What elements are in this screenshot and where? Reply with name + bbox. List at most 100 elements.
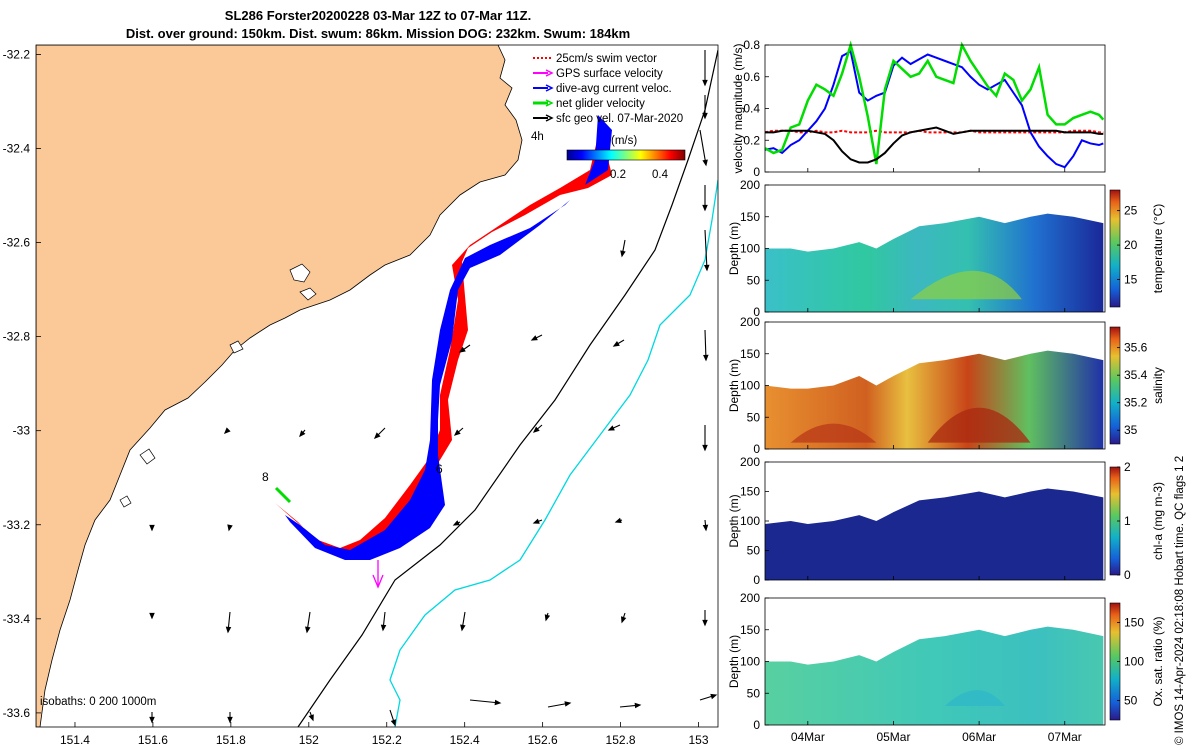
sfc-arrow-head (305, 626, 311, 634)
colorbar-tick-label: 150 (1124, 616, 1144, 630)
panel-1: 0 50 100 150 200 Depth (m) 15 20 25 temperature (… (727, 178, 1165, 319)
depth-tick-label: 100 (740, 514, 760, 528)
map-y-tick-label: -32.8 (3, 330, 31, 344)
colorbar-tick-label: 50 (1124, 694, 1138, 708)
sfc-arrow-head (390, 719, 397, 727)
map-x-tick-label: 151.6 (138, 733, 168, 747)
title-line-1: SL286 Forster20200228 03-Mar 12Z to 07-M… (225, 8, 531, 23)
map-panel: 6 8 25cm/s swim vector GPS surface veloci… (3, 44, 719, 747)
depth-tick-label: 200 (740, 178, 760, 192)
depth-tick-label: 0 (753, 305, 760, 319)
map-x-tick-label: 152.2 (372, 733, 402, 747)
sfc-arrow-head (227, 524, 233, 532)
sfc-arrow-head (149, 524, 155, 532)
date-tick-label: 04Mar (791, 730, 825, 744)
sfc-arrow-head (149, 612, 155, 620)
panel-frame (764, 461, 1106, 581)
legend-label: net glider velocity (556, 98, 645, 110)
vel-y-tick-label: 0.8 (743, 38, 760, 52)
map-x-ticks: 151.4 151.6 151.8 152 152.2 152.4 152.6 152.8 15… (60, 722, 709, 747)
speed-colorbar-unit: (m/s) (611, 135, 637, 147)
legend-swatch-head (545, 99, 554, 107)
map-x-tick-label: 151.4 (60, 733, 90, 747)
sfc-arrow-head (702, 524, 709, 532)
sfc-arrow-head (703, 264, 710, 272)
sfc-arrow-head (452, 520, 460, 526)
map-y-tick-label: -32.6 (3, 236, 31, 250)
map-frame (35, 44, 719, 728)
map-y-tick-label: -33.6 (3, 706, 31, 720)
legend-swatch-head (545, 114, 554, 122)
isobath-200m (389, 179, 718, 727)
sfc-arrow-head (702, 112, 708, 120)
map-y-ticks: -32.2 -32.4 -32.6 -32.8 -33 -33.2 -33.4 -33.6 (3, 47, 41, 720)
map-y-tick-label: -32.2 (3, 47, 31, 61)
map-y-tick-label: -33 (13, 424, 31, 438)
sfc-arrow-head (299, 430, 306, 438)
land-lakes (119, 263, 317, 508)
speed-colorbar-tick-2: 0.4 (652, 169, 669, 181)
map-x-tick-label: 152.8 (606, 733, 636, 747)
sfc-arrow-head (380, 624, 387, 632)
dive-avg-swath (285, 115, 612, 560)
heatmap-field (765, 488, 1104, 580)
sfc-arrow-head (607, 425, 615, 431)
marker-6: 6 (436, 462, 443, 476)
series-net (764, 40, 1105, 165)
sfc-arrow-shaft (699, 129, 707, 166)
title-line-2: Dist. over ground: 150km. Dist. swum: 86… (126, 26, 630, 41)
depth-tick-label: 100 (740, 379, 760, 393)
panel-frame (764, 597, 1106, 726)
map-x-tick-label: 152.6 (528, 733, 558, 747)
vel-y-tick-label: 0.2 (743, 133, 760, 147)
date-tick-label: 07Mar (1048, 730, 1082, 744)
map-legend: 25cm/s swim vector GPS surface velocity di… (533, 53, 683, 125)
colorbar-tick-label: 35.6 (1124, 341, 1148, 355)
heatmap-field (765, 626, 1104, 725)
map-y-tick-label: -33.4 (3, 612, 31, 626)
sfc-arrow-head (634, 702, 642, 709)
side-note: © IMOS 14-Apr-2024 02:18:08 Hobart time.… (1174, 456, 1186, 745)
colorbar-tick-label: 25 (1124, 204, 1138, 218)
sfc-arrow-head (702, 444, 708, 452)
sfc-arrow-head (564, 701, 572, 707)
legend-label: GPS surface velocity (556, 68, 663, 80)
panel-frame (764, 184, 1106, 313)
depth-tick-label: 200 (740, 591, 760, 605)
sfc-arrow-head (710, 693, 718, 700)
sfc-arrow-head (703, 354, 709, 362)
colorbar-tick-label: 15 (1124, 272, 1138, 286)
sfc-arrow-head (224, 427, 231, 434)
map-x-tick-label: 153 (688, 733, 708, 747)
depth-tick-label: 150 (740, 210, 760, 224)
sfc-arrow-head (530, 335, 538, 341)
sfc-arrow-head (374, 432, 381, 439)
date-tick-label: 05Mar (876, 730, 910, 744)
depth-axis-label: Depth (m) (727, 635, 741, 688)
depth-tick-label: 0 (753, 573, 760, 587)
land-mass (36, 45, 523, 727)
velocity-plot-bg (765, 45, 1105, 172)
colorbar (1109, 189, 1121, 308)
map-y-tick-label: -33.2 (3, 518, 31, 532)
net-glider-arrow (274, 486, 292, 504)
panel-frame (764, 44, 1106, 173)
ox-core (944, 690, 1005, 706)
panel-frame (764, 321, 1106, 450)
depth-tick-label: 0 (753, 442, 760, 456)
colorbar-label: Ox. sat. ratio (%) (1151, 616, 1165, 706)
depth-tick-label: 150 (740, 485, 760, 499)
sfc-arrow-head (620, 616, 627, 624)
sfc-arrow-head (227, 716, 233, 724)
legend-label: sfc geo vel. 07-Mar-2020 (556, 113, 683, 125)
map-x-tick-label: 152.4 (450, 733, 480, 747)
series-swim (764, 129, 1104, 134)
legend-label: 25cm/s swim vector (556, 53, 657, 65)
speed-colorbar (566, 149, 686, 161)
sfc-arrow-head (612, 340, 620, 347)
colorbar-tick-label: 35 (1124, 423, 1138, 437)
depth-axis-label: Depth (m) (727, 222, 741, 275)
depth-tick-label: 150 (740, 347, 760, 361)
